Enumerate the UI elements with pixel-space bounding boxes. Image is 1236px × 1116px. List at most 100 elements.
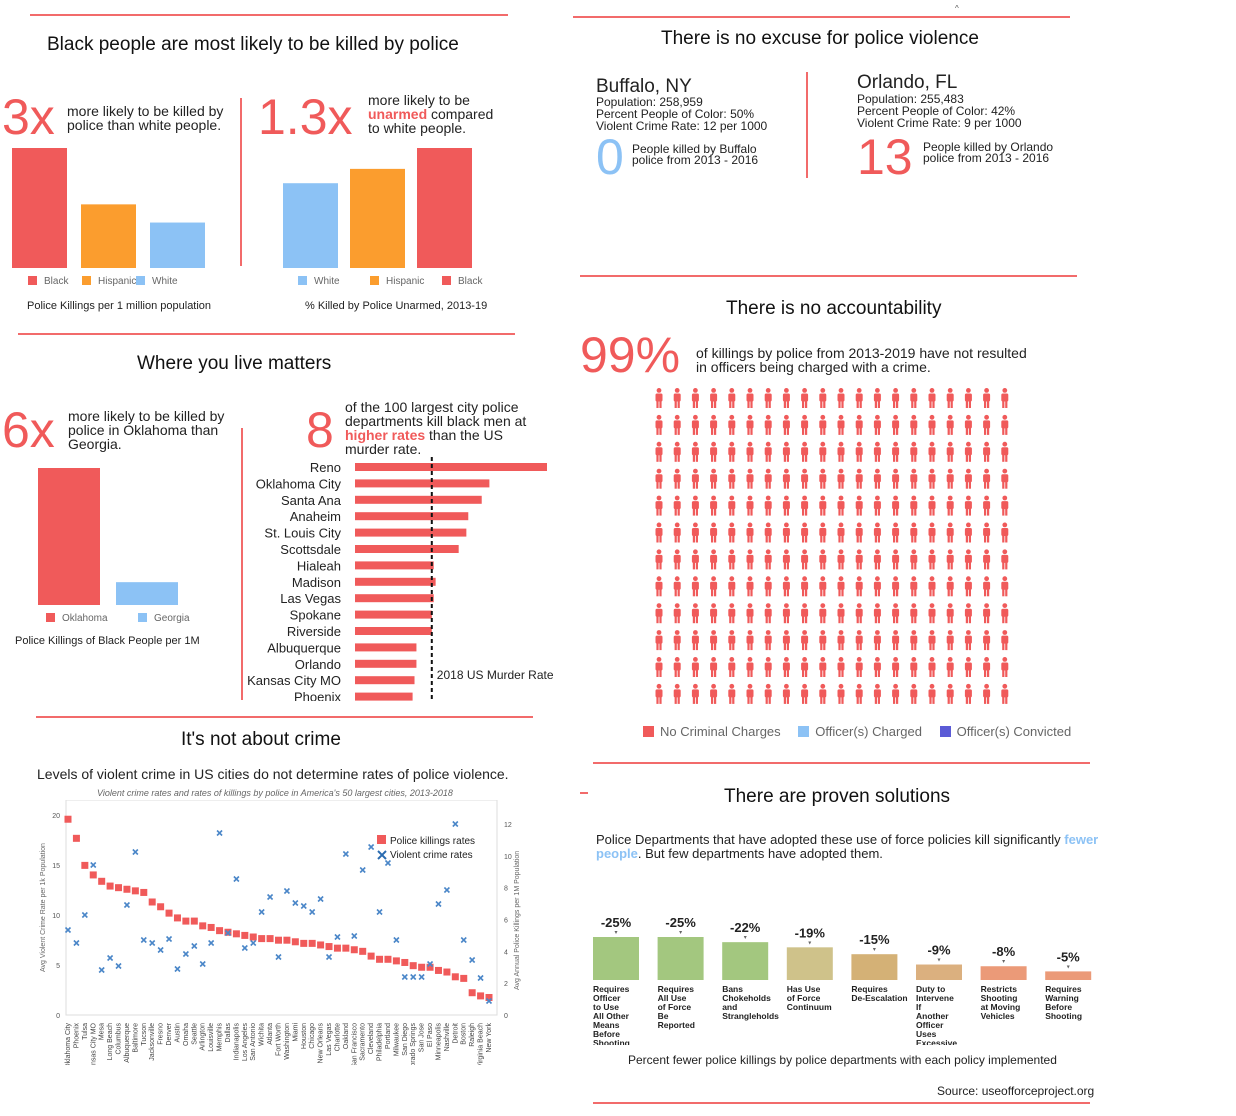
icon-head <box>802 495 807 501</box>
icon-head <box>729 522 735 528</box>
killings-point <box>89 871 97 879</box>
icon-leg <box>896 669 899 677</box>
icon-head <box>893 441 898 447</box>
policy-bar <box>851 954 898 980</box>
icon-leg <box>674 561 677 570</box>
person-icon <box>855 549 863 570</box>
icon-head <box>693 549 698 555</box>
icon-leg <box>786 426 789 435</box>
icon-head <box>674 522 680 528</box>
icon-leg <box>768 561 771 570</box>
bar <box>283 183 338 268</box>
stat-99-text: of killings by police from 2013-2019 hav… <box>696 345 1027 375</box>
icon-head <box>966 683 971 689</box>
icon-body <box>892 501 900 510</box>
person-icon <box>691 468 699 489</box>
icon-leg <box>965 588 968 597</box>
icon-head <box>893 495 898 501</box>
person-icon <box>964 495 972 516</box>
crime-point <box>435 900 442 908</box>
icon-body <box>837 474 845 483</box>
icon-leg <box>968 400 971 408</box>
person-icon <box>801 414 809 435</box>
icon-body <box>801 608 809 617</box>
person-icon <box>764 388 772 408</box>
city1-killed-number: 0 <box>596 129 624 185</box>
icon-head <box>984 522 989 528</box>
icon-head <box>656 388 662 393</box>
icon-head <box>784 549 789 555</box>
icon-head <box>784 683 789 689</box>
icon-leg <box>947 400 950 408</box>
icon-leg <box>987 588 990 597</box>
icon-head <box>893 576 898 582</box>
city-tick-label: Kansas City MO <box>90 1022 97 1065</box>
person-icon <box>873 468 881 489</box>
person-icon <box>928 495 936 516</box>
icon-head <box>838 388 844 393</box>
city-tick-label: Dallas <box>225 1023 232 1043</box>
icon-head <box>856 441 862 447</box>
crime-point <box>418 973 425 981</box>
icon-head <box>911 549 917 555</box>
panel1-title: Black people are most likely to be kille… <box>47 34 459 55</box>
icon-body <box>946 581 954 590</box>
killings-point <box>434 966 442 974</box>
person-icon <box>764 468 772 489</box>
panel4-title: There is no excuse for police violence <box>661 28 979 49</box>
icon-leg <box>911 669 914 677</box>
icon-leg <box>932 642 935 651</box>
person-icon <box>673 414 681 435</box>
icon-head <box>656 468 662 474</box>
icon-head <box>875 468 880 474</box>
icon-leg <box>820 534 823 543</box>
icon-body <box>655 528 663 536</box>
icon-body <box>892 554 900 563</box>
icon-leg <box>877 561 880 570</box>
crime-point <box>368 843 375 851</box>
bar <box>355 561 434 570</box>
icon-leg <box>765 480 768 489</box>
icon-leg <box>856 400 859 408</box>
icon-leg <box>711 642 714 651</box>
icon-leg <box>677 426 680 435</box>
icon-body <box>728 420 736 429</box>
killings-point <box>325 943 333 951</box>
bar <box>355 594 434 603</box>
icon-body <box>710 554 718 563</box>
icon-head <box>984 441 989 447</box>
icon-leg <box>823 695 826 704</box>
icon-leg <box>695 507 698 516</box>
left-tick-label: 15 <box>52 863 60 870</box>
person-icon <box>983 495 991 516</box>
person-icon <box>764 522 772 543</box>
icon-head <box>729 388 735 393</box>
percent-label: -25% <box>601 915 632 930</box>
icon-leg <box>732 615 735 624</box>
icon-leg <box>677 669 680 677</box>
label-arrow: ▾ <box>614 930 617 936</box>
killings-point <box>350 946 358 954</box>
icon-leg <box>714 507 717 516</box>
icon-leg <box>677 453 680 462</box>
icon-leg <box>729 400 732 408</box>
icon-leg <box>659 695 662 704</box>
crime-point <box>426 960 434 968</box>
icon-leg <box>695 453 698 462</box>
crime-point <box>64 926 72 934</box>
icon-leg <box>820 669 823 677</box>
crime-point <box>376 908 383 916</box>
icon-body <box>855 528 863 536</box>
person-icon <box>928 630 936 651</box>
icon-leg <box>695 669 698 677</box>
icon-leg <box>805 588 808 597</box>
icon-head <box>693 388 698 393</box>
icon-body <box>673 501 681 510</box>
icon-leg <box>984 426 987 435</box>
legend-label: White <box>314 276 340 287</box>
legend-swatch-crime <box>377 850 387 860</box>
policies-caption: Percent fewer police killings by police … <box>628 1053 1057 1067</box>
person-icon <box>946 630 954 651</box>
killings-point <box>401 958 409 966</box>
person-icon <box>746 683 754 704</box>
